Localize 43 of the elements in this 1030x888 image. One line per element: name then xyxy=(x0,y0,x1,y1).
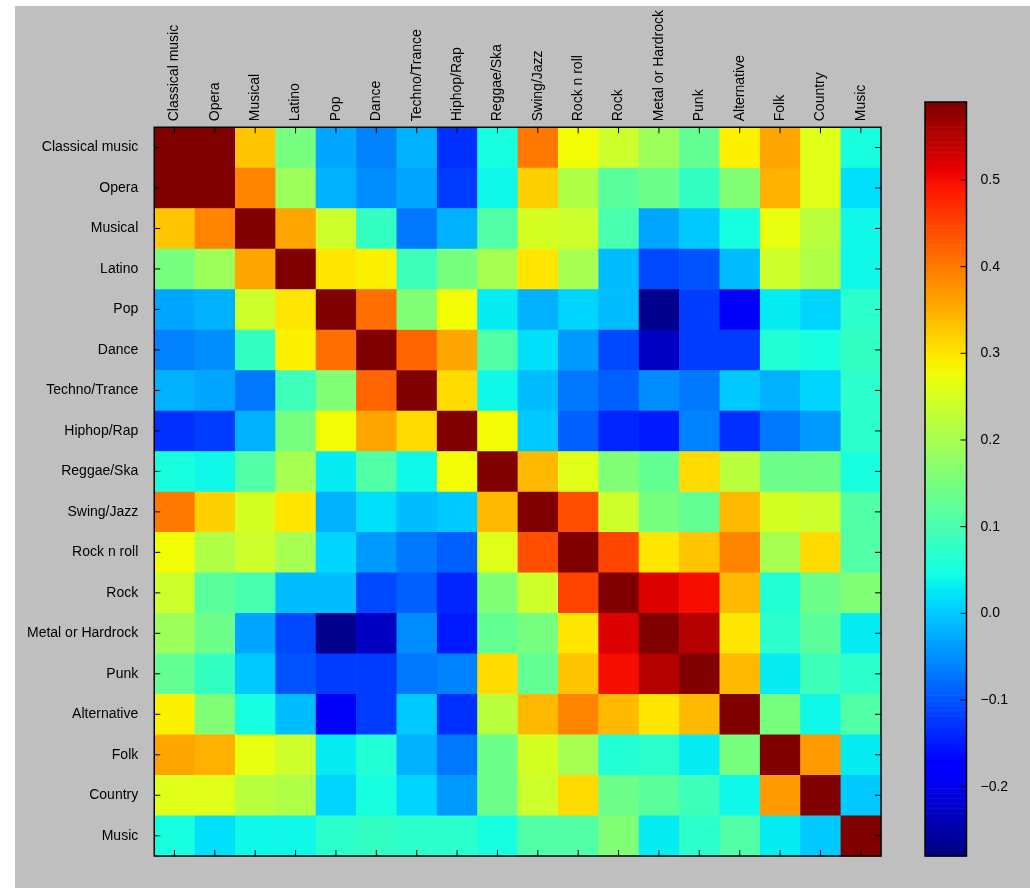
y-tick-label: Folk xyxy=(111,745,140,762)
y-tick-label: Techno/Trance xyxy=(46,381,139,398)
x-tick-label: Rock n roll xyxy=(569,55,586,122)
x-tick-label: Music xyxy=(851,84,868,122)
x-tick-label: Musical xyxy=(246,73,263,122)
x-tick-label: Rock xyxy=(609,88,626,122)
x-tick-label: Reggae/Ska xyxy=(488,43,505,122)
y-tick-label: Classical music xyxy=(41,138,139,155)
y-tick-label: Punk xyxy=(106,664,140,681)
y-tick-label: Music xyxy=(101,826,139,843)
x-tick-label: Alternative xyxy=(730,54,747,122)
y-tick-label: Metal or Hardrock xyxy=(26,624,140,641)
y-tick-label: Pop xyxy=(113,300,139,317)
y-tick-label: Latino xyxy=(100,259,139,276)
color-bar-label: 0.5 xyxy=(980,170,1001,187)
x-tick-label: Techno/Trance xyxy=(407,28,424,122)
x-tick-label: Opera xyxy=(205,82,222,122)
y-tick-label: Rock n roll xyxy=(72,543,139,560)
x-tick-label: Hiphop/Rap xyxy=(447,47,464,122)
x-tick-label: Metal or Hardrock xyxy=(649,9,666,122)
color-bar-label: 0.3 xyxy=(980,344,1001,361)
color-bar-label: 0.2 xyxy=(980,430,1001,447)
x-tick-label: Latino xyxy=(286,82,303,122)
color-bar-label: 0.1 xyxy=(980,517,1001,534)
x-tick-label: Dance xyxy=(367,80,384,122)
y-tick-label: Musical xyxy=(90,219,139,236)
color-bar-label: 0.4 xyxy=(980,257,1001,274)
y-tick-label: Swing/Jazz xyxy=(67,502,139,519)
y-tick-label: Rock xyxy=(106,583,140,600)
x-tick-label: Pop xyxy=(326,96,343,122)
x-tick-label: Country xyxy=(811,72,828,122)
x-tick-label: Punk xyxy=(690,88,707,122)
color-bar-label: −0.1 xyxy=(980,690,1009,707)
x-tick-label: Swing/Jazz xyxy=(528,50,545,122)
x-tick-label: Folk xyxy=(770,93,787,122)
y-tick-label: Reggae/Ska xyxy=(61,462,139,479)
y-tick-label: Hiphop/Rap xyxy=(64,421,139,438)
y-tick-label: Opera xyxy=(99,178,139,195)
color-bar-label: −0.2 xyxy=(980,777,1009,794)
y-tick-label: Dance xyxy=(97,340,139,357)
color-bar-label: 0.0 xyxy=(980,604,1001,621)
y-tick-label: Country xyxy=(89,786,139,803)
y-tick-label: Alternative xyxy=(72,705,139,722)
